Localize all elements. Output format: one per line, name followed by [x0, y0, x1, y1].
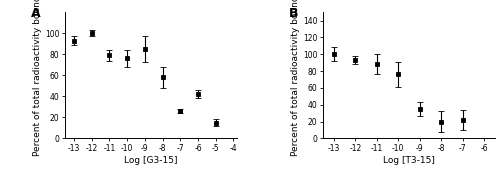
- Text: A: A: [30, 7, 40, 20]
- Text: B: B: [288, 7, 298, 20]
- Y-axis label: Percent of total radioactivity bound: Percent of total radioactivity bound: [33, 0, 42, 156]
- X-axis label: Log [G3-15]: Log [G3-15]: [124, 156, 178, 165]
- Y-axis label: Percent of total radioactivity bound: Percent of total radioactivity bound: [291, 0, 300, 156]
- X-axis label: Log [T3-15]: Log [T3-15]: [383, 156, 435, 165]
